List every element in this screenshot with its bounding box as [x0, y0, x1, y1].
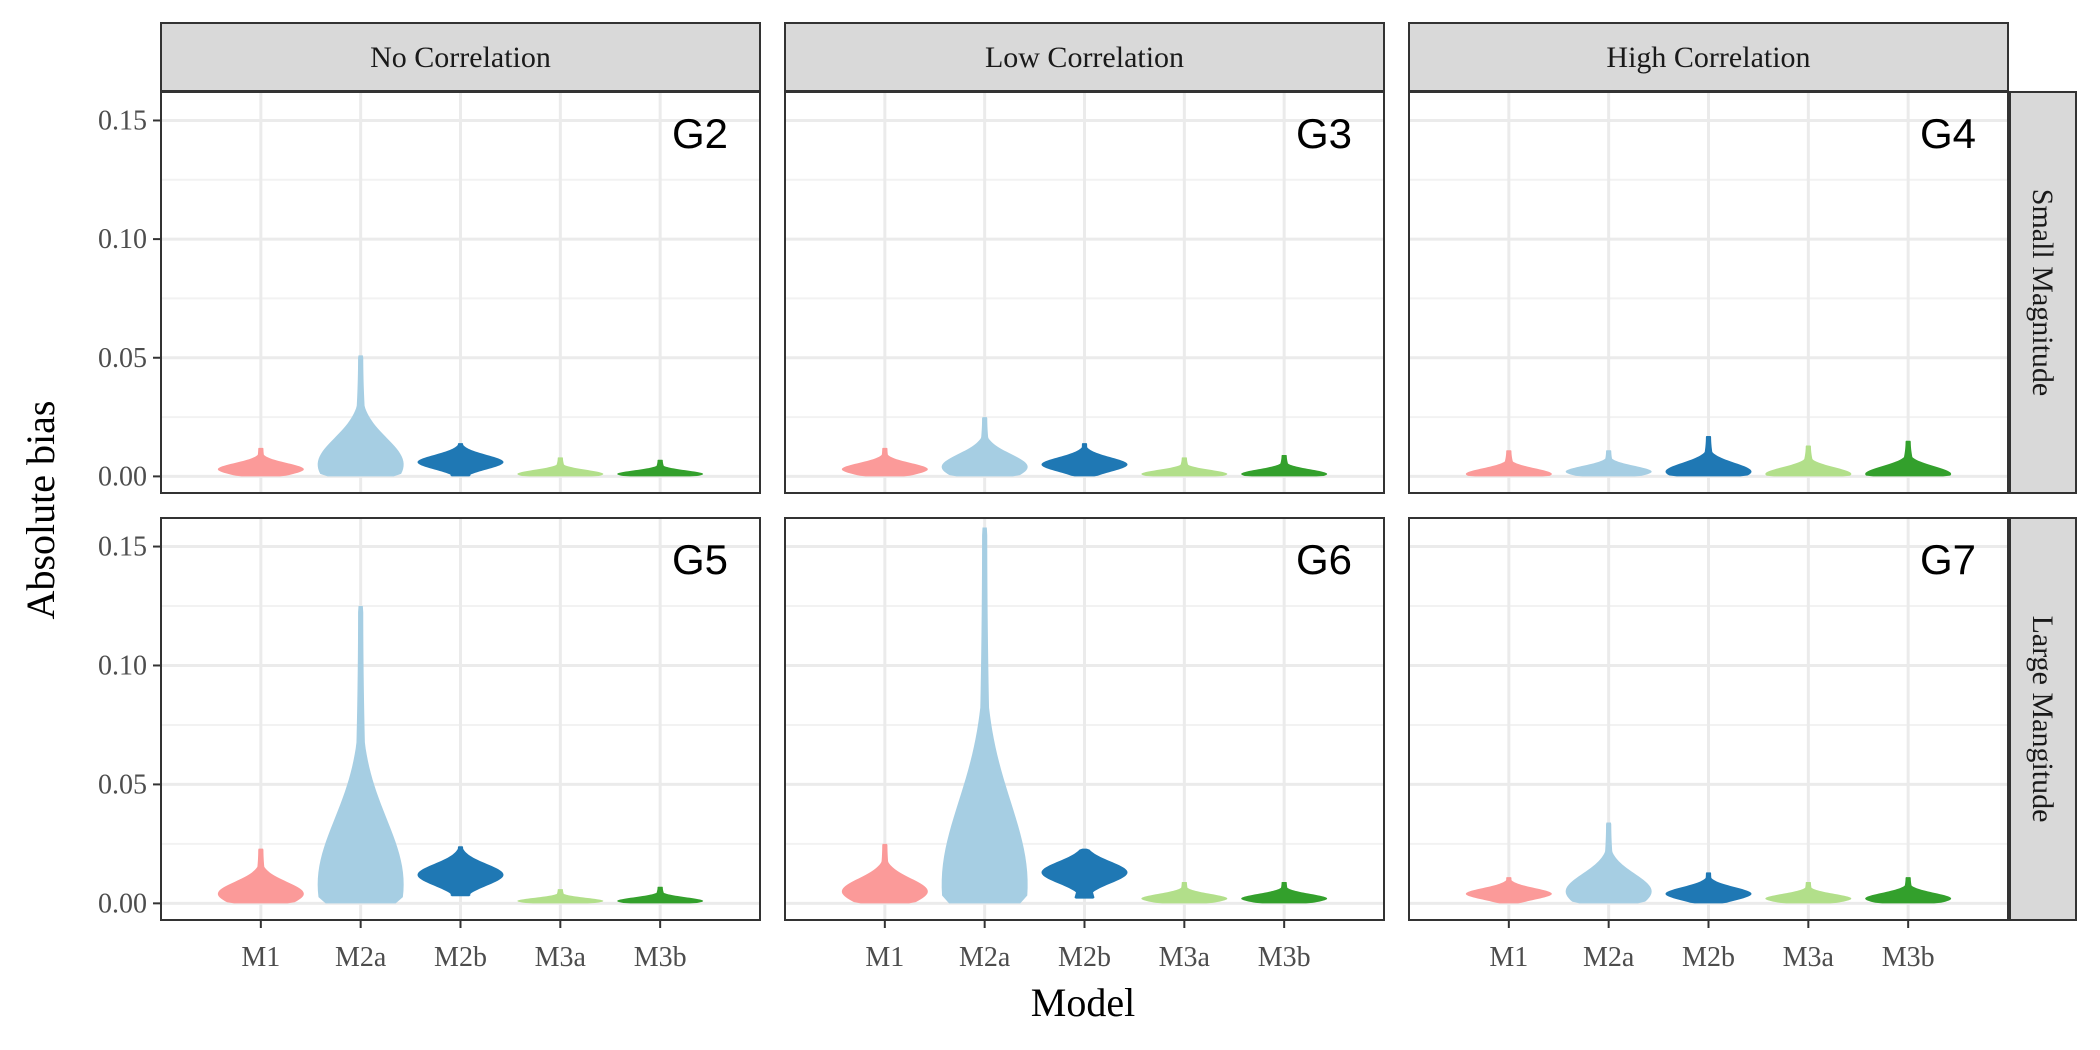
violin-g4-m2a — [1565, 450, 1652, 477]
column-strip — [160, 22, 761, 92]
y-tick-label: 0.05 — [98, 343, 147, 374]
violin-g2-m2a — [317, 355, 404, 477]
panel-tag-g5: G5 — [672, 536, 728, 583]
x-tick-label: M1 — [241, 942, 280, 973]
violin-g2-m1 — [217, 447, 304, 477]
violin-g5-m1 — [217, 848, 304, 904]
x-tick-label: M3b — [1258, 942, 1311, 973]
violin-g6-m2b — [1041, 848, 1128, 899]
x-tick-label: M3b — [634, 942, 687, 973]
y-tick-label: 0.10 — [98, 224, 147, 255]
x-tick-label: M1 — [1489, 942, 1528, 973]
x-tick-label: M1 — [865, 942, 904, 973]
violin-g4-m1 — [1465, 450, 1552, 477]
violin-g7-m1 — [1465, 877, 1552, 904]
violin-g6-m3a — [1141, 881, 1228, 904]
row-strip-label: Large Mangitude — [2026, 616, 2059, 823]
y-tick-label: 0.00 — [98, 888, 147, 919]
violin-g4-m2b — [1665, 436, 1752, 477]
violin-g7-m3b — [1865, 877, 1952, 904]
violin-g5-m3b — [617, 886, 704, 904]
violin-g3-m2a — [941, 417, 1028, 477]
column-strip-label: No Correlation — [370, 41, 551, 74]
y-tick-label: 0.10 — [98, 650, 147, 681]
violin-g5-m3a — [517, 889, 604, 904]
column-strip — [784, 22, 1385, 92]
violin-layer — [217, 355, 1952, 904]
violin-g4-m3a — [1765, 445, 1852, 477]
panel-tag-g7: G7 — [1920, 536, 1976, 583]
y-axis-title: Absolute bias — [18, 401, 63, 620]
violin-g3-m3b — [1241, 455, 1328, 477]
y-tick-label: 0.15 — [98, 105, 147, 136]
violin-g7-m2b — [1665, 872, 1752, 904]
violin-g3-m2b — [1041, 443, 1128, 477]
violin-g2-m3a — [517, 457, 604, 477]
violin-g6-m3b — [1241, 881, 1328, 904]
panel-tag-g2: G2 — [672, 110, 728, 157]
y-tick-label: 0.00 — [98, 461, 147, 492]
violin-g2-m3b — [617, 459, 704, 477]
y-tick-label: 0.15 — [98, 532, 147, 563]
violin-g7-m3a — [1765, 881, 1852, 904]
x-tick-label: M2a — [335, 942, 387, 973]
x-tick-label: M2a — [1583, 942, 1635, 973]
x-tick-label: M3a — [535, 942, 587, 973]
violin-g3-m1 — [841, 447, 928, 477]
column-strip-label: Low Correlation — [985, 41, 1184, 74]
violin-g6-m1 — [841, 843, 928, 904]
column-strip-label: High Correlation — [1606, 41, 1810, 74]
violin-g4-m3b — [1865, 440, 1952, 477]
row-strip — [2009, 517, 2077, 921]
x-tick-label: M2a — [959, 942, 1011, 973]
panel-tag-g3: G3 — [1296, 110, 1352, 157]
x-tick-label: M3a — [1159, 942, 1211, 973]
frame-layer — [153, 22, 2077, 928]
x-tick-label: M3a — [1783, 942, 1835, 973]
column-strip — [1408, 22, 2009, 92]
violin-g6-m2a — [941, 527, 1028, 904]
x-tick-label: M2b — [434, 942, 487, 973]
row-strip — [2009, 91, 2077, 494]
x-axis-title: Model — [1031, 980, 1135, 1025]
text-layer: Model Absolute bias No Correlation Low Co… — [18, 41, 2059, 1025]
y-tick-label: 0.05 — [98, 769, 147, 800]
panel-tag-g6: G6 — [1296, 536, 1352, 583]
violin-g3-m3a — [1141, 457, 1228, 477]
x-tick-label: M2b — [1682, 942, 1735, 973]
x-tick-label: M3b — [1882, 942, 1935, 973]
violin-g5-m2b — [417, 846, 504, 897]
violin-g2-m2b — [417, 443, 504, 477]
grid-layer — [161, 92, 2008, 920]
violin-g7-m2a — [1565, 822, 1652, 904]
x-tick-label: M2b — [1058, 942, 1111, 973]
violin-g5-m2a — [317, 606, 404, 904]
row-strip-label: Small Magnitude — [2026, 189, 2059, 396]
panel-tag-g4: G4 — [1920, 110, 1976, 157]
